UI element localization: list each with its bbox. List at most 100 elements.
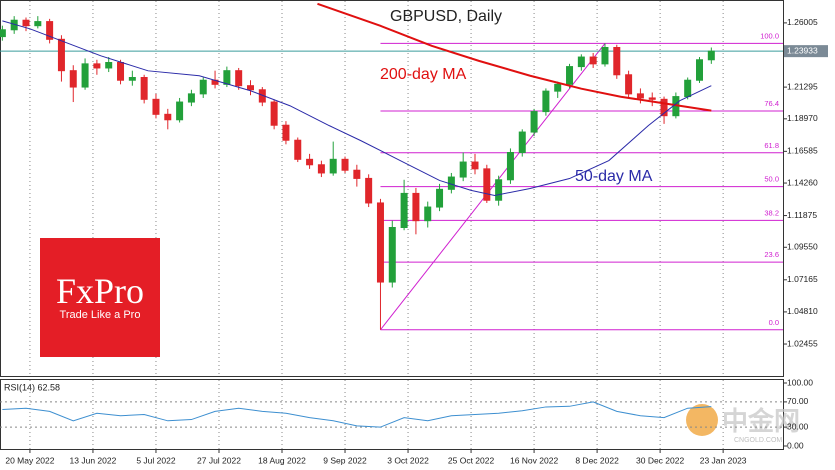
candle-body: [365, 177, 373, 204]
candle-body: [660, 98, 668, 117]
candle-body: [696, 59, 704, 81]
candle-body: [69, 70, 77, 88]
y-tick-label: 1.04810: [787, 306, 818, 316]
y-tick-label: 1.18970: [787, 113, 818, 123]
candle-body: [223, 70, 231, 85]
candle-body: [199, 79, 207, 95]
candle-body: [542, 90, 550, 113]
fib-label: 50.0: [764, 175, 779, 184]
x-tick-label: 25 Oct 2022: [448, 455, 495, 465]
y-tick-label: 1.09550: [787, 242, 818, 252]
y-tick-label: 1.07165: [787, 274, 818, 284]
y-tick-label: 1.02455: [787, 338, 818, 348]
candle-body: [625, 74, 633, 95]
fib-trendline: [380, 43, 606, 331]
candle-body: [530, 111, 538, 133]
candle-body: [140, 77, 148, 100]
candle-body: [566, 66, 574, 85]
candle-body: [400, 192, 408, 228]
rsi-panel: [0, 379, 784, 450]
candle-body: [187, 93, 195, 103]
candle-body: [306, 158, 314, 166]
candle-body: [164, 113, 172, 121]
ma-line: [317, 2, 712, 112]
candle-body: [471, 161, 479, 170]
chart-title: GBPUSD, Daily: [390, 8, 502, 25]
watermark-icon: [686, 404, 718, 436]
logo: FxPro Trade Like a Pro: [40, 238, 160, 357]
candle-body: [613, 47, 621, 76]
x-tick-label: 9 Sep 2022: [323, 455, 367, 465]
candle-body: [459, 161, 467, 178]
candle-body: [506, 152, 514, 181]
candle-body: [589, 56, 597, 65]
fib-label: 23.6: [764, 250, 779, 259]
candle-body: [388, 227, 396, 283]
candle-body: [317, 164, 325, 174]
fib-label: 0.0: [769, 318, 779, 327]
rsi-line: [2, 401, 712, 428]
candle-body: [46, 21, 54, 40]
x-tick-label: 13 Jun 2022: [70, 455, 117, 465]
candle-body: [93, 63, 101, 69]
candle-body: [81, 63, 89, 88]
y-tick-label: 70.00: [787, 396, 809, 406]
candle-body: [436, 188, 444, 208]
fib-label: 61.8: [764, 141, 779, 150]
candle-body: [152, 98, 160, 115]
candle-body: [577, 56, 585, 68]
candle-body: [483, 168, 491, 201]
candle-body: [707, 50, 715, 61]
candle-body: [282, 124, 290, 141]
x-tick-label: 3 Oct 2022: [387, 455, 429, 465]
candle-body: [105, 62, 113, 69]
last-price-box: [784, 45, 828, 58]
x-tick-label: 30 Dec 2022: [636, 455, 684, 465]
logo-name: FxPro: [56, 271, 144, 311]
y-tick-label: 0.00: [787, 440, 804, 450]
ma-label: 200-day MA: [380, 66, 467, 83]
x-tick-label: 23 Jan 2023: [700, 455, 747, 465]
ma-line: [2, 20, 712, 196]
candle-body: [376, 202, 384, 283]
x-tick-label: 8 Dec 2022: [575, 455, 619, 465]
y-tick-label: 1.14260: [787, 177, 818, 187]
fib-label: 76.4: [764, 99, 779, 108]
candle-body: [601, 47, 609, 65]
candle-body: [128, 77, 136, 81]
last-price-label: 1.23933: [787, 45, 818, 55]
fib-label: 100.0: [760, 31, 779, 40]
candle-body: [270, 101, 278, 126]
ma-label: 50-day MA: [575, 168, 653, 185]
x-tick-label: 20 May 2022: [5, 455, 54, 465]
watermark-site: CNGOLD.COM: [734, 437, 782, 444]
candle-body: [235, 70, 243, 87]
x-tick-label: 16 Nov 2022: [510, 455, 558, 465]
y-tick-label: 1.26005: [787, 17, 818, 27]
candle-body: [554, 83, 562, 92]
watermark-name: 中金网: [722, 406, 800, 436]
candle-body: [294, 139, 302, 160]
candle-body: [34, 21, 42, 27]
x-tick-label: 5 Jul 2022: [136, 455, 175, 465]
candle-body: [648, 97, 656, 100]
candle-body: [329, 158, 337, 174]
y-tick-label: 1.21295: [787, 81, 818, 91]
candle-body: [57, 38, 65, 72]
candle-body: [424, 206, 432, 222]
y-tick-label: 1.11875: [787, 210, 817, 220]
candle-body: [495, 179, 503, 201]
candle-body: [246, 85, 254, 91]
candle-body: [412, 192, 420, 222]
candle-body: [518, 131, 526, 154]
candle-body: [0, 29, 6, 38]
candle-body: [176, 101, 184, 121]
watermark: 中金网 CNGOLD.COM: [686, 404, 800, 444]
candle-body: [22, 19, 30, 27]
y-tick-label: 1.16585: [787, 146, 818, 156]
logo-tagline: Trade Like a Pro: [60, 309, 141, 321]
candle-body: [684, 79, 692, 98]
logo-box: [40, 238, 160, 357]
x-tick-label: 27 Jul 2022: [197, 455, 241, 465]
